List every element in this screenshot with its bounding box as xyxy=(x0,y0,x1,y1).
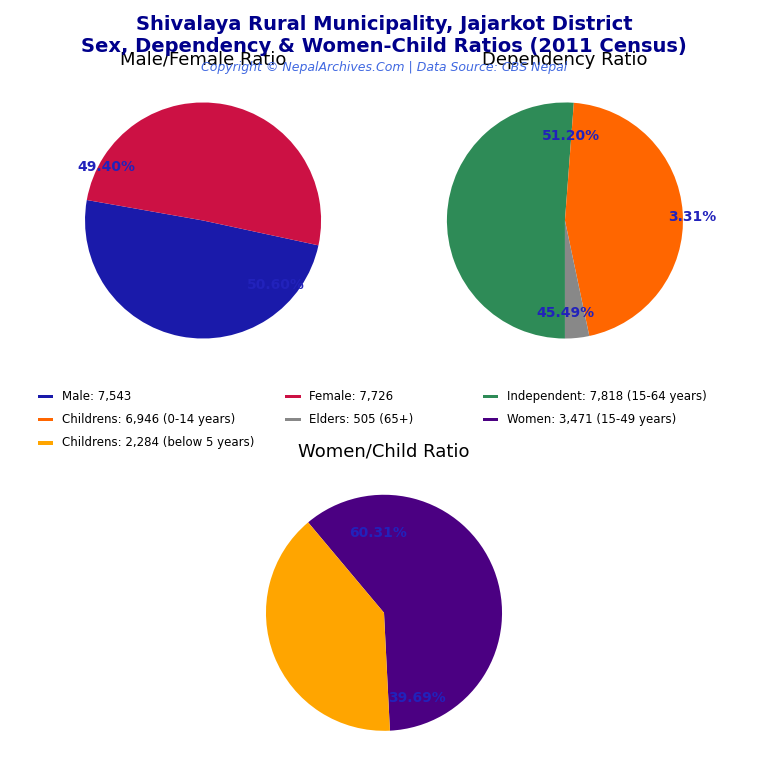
Text: Copyright © NepalArchives.Com | Data Source: CBS Nepal: Copyright © NepalArchives.Com | Data Sou… xyxy=(201,61,567,74)
Text: Childrens: 6,946 (0-14 years): Childrens: 6,946 (0-14 years) xyxy=(61,413,235,426)
Title: Male/Female Ratio: Male/Female Ratio xyxy=(120,51,286,68)
Wedge shape xyxy=(266,522,390,731)
Wedge shape xyxy=(565,220,589,339)
Bar xyxy=(285,418,300,422)
Text: Elders: 505 (65+): Elders: 505 (65+) xyxy=(309,413,413,426)
Wedge shape xyxy=(447,102,574,339)
Text: Male: 7,543: Male: 7,543 xyxy=(61,390,131,403)
Text: Independent: 7,818 (15-64 years): Independent: 7,818 (15-64 years) xyxy=(507,390,707,403)
Wedge shape xyxy=(87,102,321,245)
Text: 39.69%: 39.69% xyxy=(388,690,446,705)
Bar xyxy=(483,395,498,399)
Bar xyxy=(38,395,53,399)
Text: Shivalaya Rural Municipality, Jajarkot District: Shivalaya Rural Municipality, Jajarkot D… xyxy=(136,15,632,35)
Text: 51.20%: 51.20% xyxy=(541,128,600,143)
Title: Dependency Ratio: Dependency Ratio xyxy=(482,51,647,68)
Wedge shape xyxy=(308,495,502,730)
Wedge shape xyxy=(85,200,319,339)
Text: Women: 3,471 (15-49 years): Women: 3,471 (15-49 years) xyxy=(507,413,676,426)
Text: Sex, Dependency & Women-Child Ratios (2011 Census): Sex, Dependency & Women-Child Ratios (20… xyxy=(81,37,687,56)
Text: Female: 7,726: Female: 7,726 xyxy=(309,390,393,403)
Text: 60.31%: 60.31% xyxy=(349,525,407,540)
Wedge shape xyxy=(565,103,683,336)
Text: 49.40%: 49.40% xyxy=(78,161,135,174)
Title: Women/Child Ratio: Women/Child Ratio xyxy=(298,443,470,461)
Bar xyxy=(38,418,53,422)
Text: Childrens: 2,284 (below 5 years): Childrens: 2,284 (below 5 years) xyxy=(61,436,254,449)
Bar xyxy=(285,395,300,399)
Bar xyxy=(483,418,498,422)
Text: 3.31%: 3.31% xyxy=(668,210,717,224)
Bar xyxy=(38,441,53,445)
Text: 45.49%: 45.49% xyxy=(536,306,594,319)
Text: 50.60%: 50.60% xyxy=(247,279,305,293)
